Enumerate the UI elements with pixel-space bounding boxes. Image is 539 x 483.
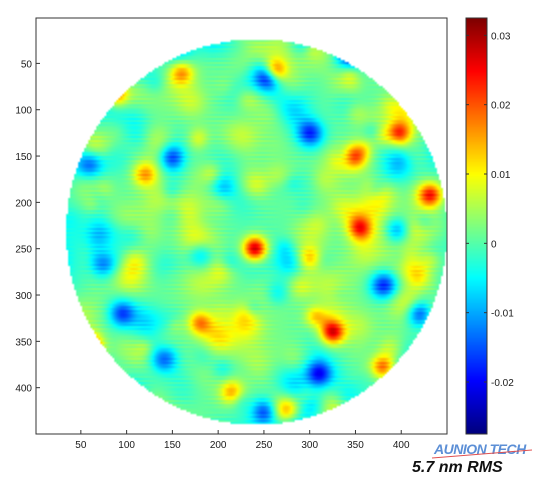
colorbar-tick-label: 0.02 (491, 101, 511, 112)
y-axis: 50 100 150 200 250 300 350 400 (15, 59, 40, 395)
x-tick-label: 150 (164, 440, 181, 451)
watermark-swoosh (431, 449, 533, 459)
x-tick-label: 300 (301, 440, 318, 451)
colorbar-tick-label: 0 (491, 239, 497, 250)
colorbar-gradient (466, 18, 487, 434)
heatmap-plot (35, 17, 448, 435)
colorbar-tick-label: -0.02 (491, 378, 514, 389)
colorbar: 0.03 0.02 0.01 0 -0.01 -0.02 (465, 17, 514, 435)
y-tick-label: 400 (15, 384, 32, 395)
y-tick-label: 350 (15, 337, 32, 348)
colorbar-tick-label: 0.01 (491, 170, 511, 181)
x-tick-label: 50 (75, 440, 87, 451)
x-tick-label: 400 (393, 440, 410, 451)
plot-frame (35, 17, 448, 435)
colorbar-ticks: 0.03 0.02 0.01 0 -0.01 -0.02 (466, 31, 514, 389)
x-tick-label: 250 (256, 440, 273, 451)
colorbar-tick-label: -0.01 (491, 309, 514, 320)
y-tick-label: 150 (15, 152, 32, 163)
heatmap-image (36, 18, 447, 434)
colorbar-tick-label: 0.03 (491, 31, 511, 42)
y-tick-label: 100 (15, 106, 32, 117)
x-axis: 50 100 150 200 250 300 350 400 (75, 430, 410, 451)
y-tick-label: 50 (21, 59, 33, 70)
y-tick-label: 200 (15, 198, 32, 209)
y-tick-label: 250 (15, 245, 32, 256)
y-tick-label: 300 (15, 291, 32, 302)
x-tick-label: 350 (347, 440, 364, 451)
rms-label: 5.7 nm RMS (412, 459, 503, 476)
watermark-logo: AUNION TECH (433, 441, 527, 457)
x-tick-label: 100 (118, 440, 135, 451)
x-tick-label: 200 (210, 440, 227, 451)
colorbar-frame (465, 17, 488, 435)
